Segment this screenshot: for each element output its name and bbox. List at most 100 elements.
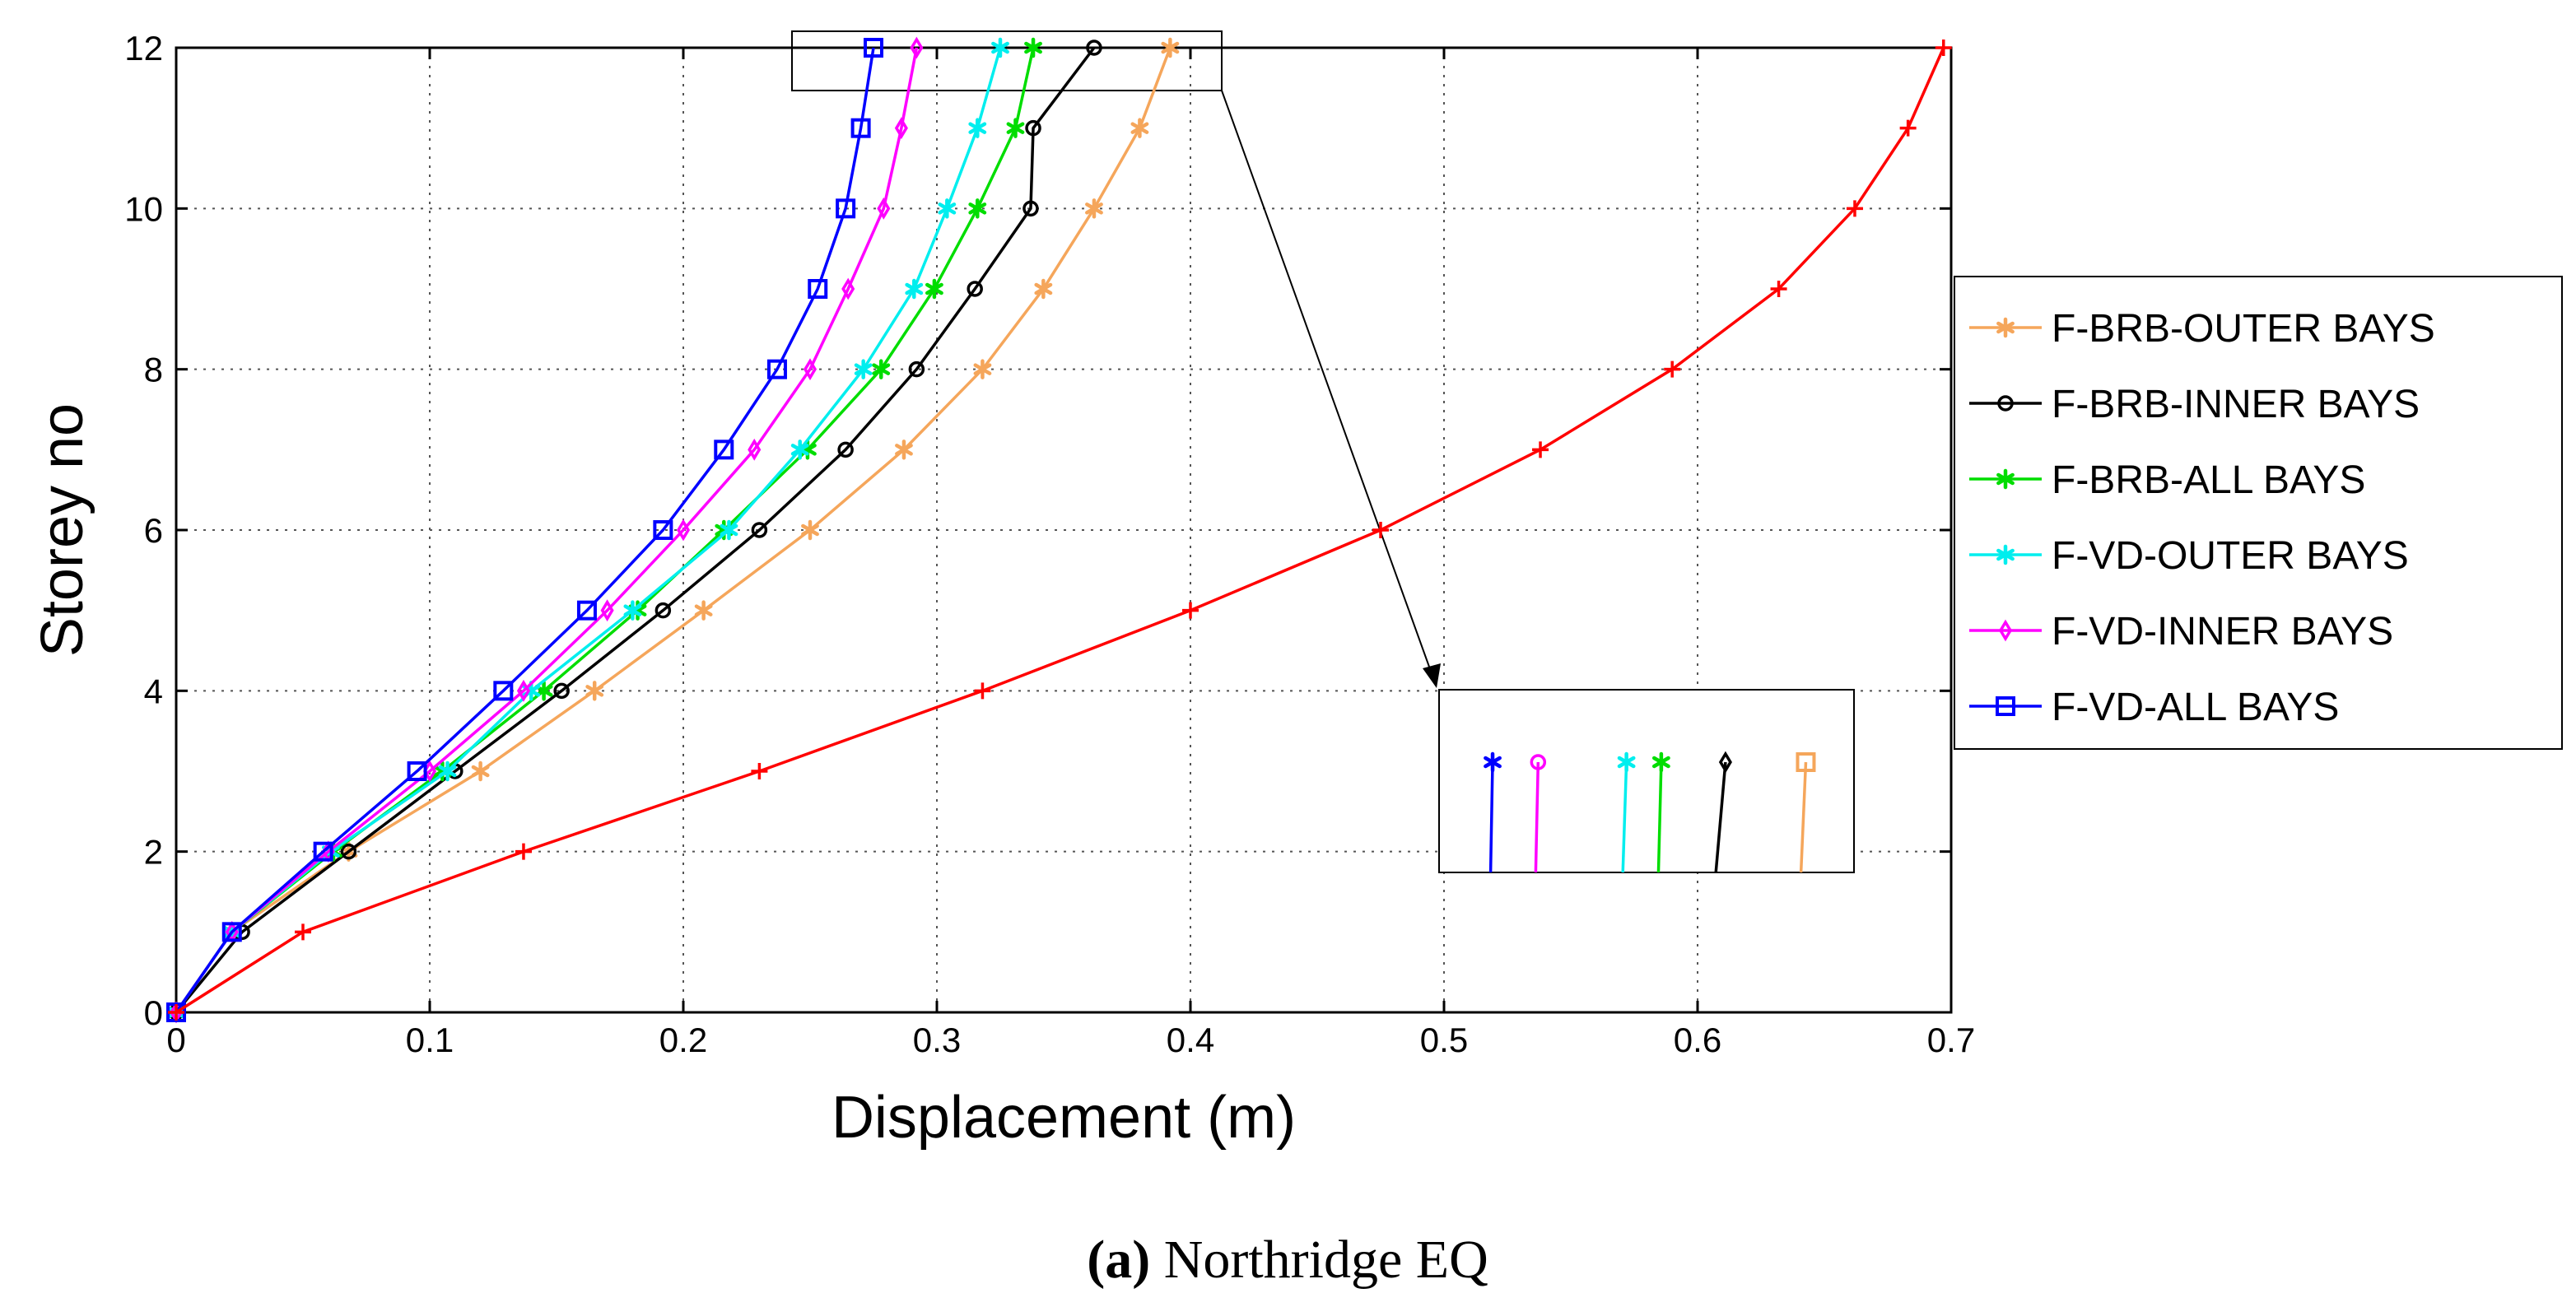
data-point (938, 198, 957, 219)
data-point (654, 602, 672, 619)
data-point (313, 841, 333, 862)
x-tick-label: 0.3 (913, 1021, 961, 1059)
y-tick-label: 6 (144, 511, 163, 550)
zoom-arrow (1221, 90, 1434, 679)
data-point (790, 440, 809, 460)
legend-entry: F-BRB-INNER BAYS (1969, 383, 2420, 426)
legend-label: F-BRB-ALL BAYS (2052, 458, 2365, 502)
data-point (967, 281, 983, 297)
data-point (493, 681, 514, 701)
series-line (175, 47, 919, 1013)
data-point (991, 37, 1009, 58)
data-point (748, 438, 762, 461)
inset-marker (1530, 754, 1547, 770)
inset-line (1488, 761, 1494, 873)
series-f-vd-all-bays (166, 38, 883, 1022)
data-point (766, 359, 787, 379)
data-point (1130, 118, 1149, 138)
caption-label: (a) (1087, 1230, 1150, 1290)
legend-box (1954, 276, 2563, 750)
data-point (872, 359, 891, 379)
x-tick-label: 0.4 (1167, 1021, 1214, 1059)
data-point (1664, 360, 1681, 378)
data-point (676, 519, 691, 542)
data-point (295, 923, 311, 941)
data-point (905, 278, 924, 300)
legend-swatch-marker (1998, 619, 2013, 642)
data-point (1024, 37, 1042, 58)
data-point (471, 760, 490, 782)
data-point (908, 360, 925, 378)
data-point (714, 440, 734, 460)
y-tick-label: 2 (144, 833, 163, 872)
inset-line (1714, 761, 1727, 873)
inset-line (1799, 761, 1808, 873)
legend-entry: F-VD-INNER BAYS (1969, 610, 2393, 654)
legend-swatch-marker (1996, 468, 2015, 490)
data-point (1372, 522, 1389, 538)
inset-line (1621, 761, 1628, 873)
data-point (836, 198, 856, 219)
legend-swatch-marker (1996, 544, 2015, 565)
inset-series (1714, 751, 1732, 873)
inset-series (1617, 751, 1636, 873)
x-tick-label: 0.1 (406, 1021, 454, 1059)
legend-label: F-VD-INNER BAYS (2052, 610, 2393, 654)
data-point (850, 118, 871, 138)
inset-line (1656, 761, 1663, 873)
data-point (808, 279, 828, 299)
data-point (515, 843, 532, 860)
x-tick-label: 0.2 (659, 1021, 707, 1059)
data-point (623, 600, 642, 621)
data-point (576, 600, 597, 621)
data-point (864, 38, 883, 58)
data-point (841, 277, 855, 300)
data-point (974, 682, 991, 700)
data-point (1161, 37, 1180, 58)
x-tick-label: 0.6 (1674, 1021, 1721, 1059)
data-point (553, 682, 570, 700)
data-point (801, 519, 819, 541)
y-tick-label: 8 (144, 351, 163, 389)
data-point (168, 1004, 184, 1021)
data-point (1182, 602, 1199, 619)
legend-swatch-marker (1996, 317, 2015, 338)
zoom-region-box (791, 30, 1223, 91)
grid-lines (176, 48, 1951, 1012)
data-point (968, 118, 987, 138)
caption-text: Northridge EQ (1150, 1230, 1488, 1290)
data-point (751, 522, 768, 538)
legend-label: F-VD-OUTER BAYS (2052, 534, 2409, 578)
data-point (1899, 119, 1917, 137)
data-point (653, 520, 673, 540)
x-tick-label: 0.7 (1927, 1021, 1975, 1059)
data-point (894, 117, 908, 140)
series-unlabeled-red (168, 40, 1952, 1021)
data-point (751, 763, 768, 779)
legend-swatch-marker (1996, 696, 2015, 716)
data-point (1770, 281, 1787, 297)
data-point (1846, 200, 1863, 217)
data-point (1085, 198, 1103, 219)
data-point (600, 599, 614, 622)
inset-detail (1484, 751, 1816, 873)
data-point (221, 922, 242, 942)
data-point (1006, 118, 1025, 138)
inset-marker (1718, 751, 1732, 774)
y-tick-label: 10 (124, 189, 163, 228)
legend-entry: F-BRB-ALL BAYS (1969, 458, 2365, 502)
data-point (910, 36, 924, 59)
axis-ticks: 0 0.1 0.2 0.3 0.4 0.5 0.6 0.7 0 2 4 6 8 10 12 (124, 29, 1975, 1059)
y-tick-label: 0 (144, 993, 163, 1032)
inset-marker (1796, 752, 1816, 772)
series-line (175, 47, 875, 1013)
x-tick-label: 0.5 (1420, 1021, 1468, 1059)
series-line (175, 46, 1096, 1014)
data-point (877, 197, 891, 220)
inset-series (1796, 752, 1816, 873)
figure-caption: (a) Northridge EQ (1087, 1230, 1488, 1290)
data-point (1022, 200, 1039, 217)
series-line (175, 47, 1002, 1013)
zoom-arrow-head (1423, 663, 1441, 688)
